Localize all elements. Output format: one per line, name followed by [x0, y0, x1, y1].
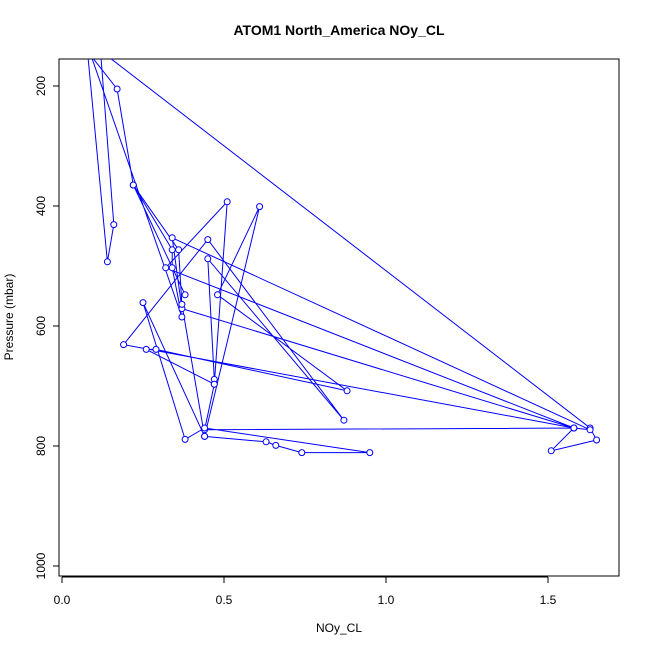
data-point	[586, 426, 594, 434]
y-tick-label: 600	[34, 316, 48, 336]
data-point	[201, 424, 209, 432]
data-point	[120, 341, 128, 349]
data-point	[168, 234, 176, 242]
data-point	[204, 236, 212, 244]
data-point	[343, 387, 351, 395]
plot-area-frame	[58, 58, 620, 577]
data-point	[262, 438, 270, 446]
data-point	[593, 436, 601, 444]
data-point	[201, 432, 209, 440]
data-point	[298, 449, 306, 457]
x-axis-label: NOy_CL	[316, 621, 362, 635]
data-point	[210, 380, 218, 388]
data-point	[181, 291, 189, 299]
y-tick-label: 400	[34, 196, 48, 216]
data-point	[139, 299, 147, 307]
data-point	[547, 447, 555, 455]
series-layer	[87, 59, 601, 457]
data-point	[256, 203, 264, 211]
x-tick-label: 1.5	[540, 593, 557, 607]
y-tick-label: 800	[34, 436, 48, 456]
data-point	[223, 198, 231, 206]
y-tick-label: 200	[34, 76, 48, 96]
data-point	[168, 246, 176, 254]
x-tick-label: 1.0	[378, 593, 395, 607]
data-point	[272, 441, 280, 449]
data-point	[168, 264, 176, 272]
data-point	[162, 264, 170, 272]
data-point	[340, 416, 348, 424]
y-axis-label: Pressure (mbar)	[2, 274, 16, 361]
data-point	[204, 255, 212, 263]
data-point	[366, 449, 374, 457]
x-axis: 0.0 0.5 1.0 1.5	[54, 576, 557, 607]
data-point	[110, 221, 118, 229]
data-point	[214, 291, 221, 299]
data-point	[103, 258, 111, 266]
data-point	[181, 435, 189, 443]
y-tick-label: 1000	[34, 552, 48, 579]
data-point	[129, 181, 137, 189]
data-point	[178, 300, 186, 308]
data-point	[178, 313, 186, 321]
data-point	[175, 246, 183, 254]
data-point	[570, 424, 578, 432]
series-line	[87, 59, 598, 454]
data-point	[142, 345, 150, 353]
x-tick-label: 0.5	[216, 593, 233, 607]
data-point	[152, 345, 160, 353]
y-axis: 200 400 600 800 1000	[34, 76, 60, 579]
data-point	[113, 85, 121, 93]
chart-title: ATOM1 North_America NOy_CL	[233, 22, 445, 38]
x-tick-label: 0.0	[54, 593, 71, 607]
